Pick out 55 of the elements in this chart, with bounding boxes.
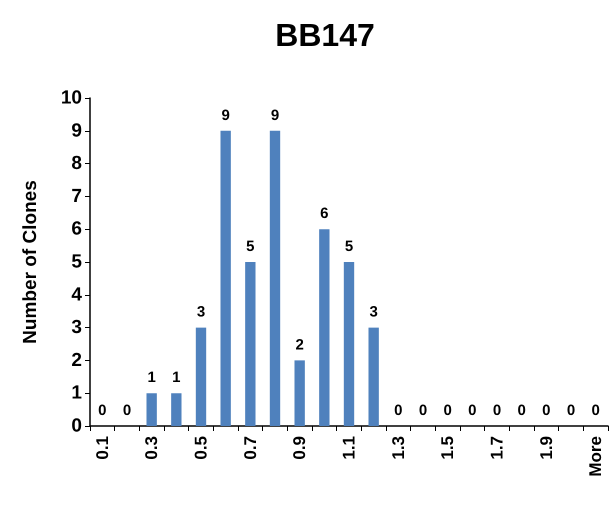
x-tick-label: 1.5	[438, 436, 458, 460]
bar	[319, 229, 330, 426]
y-tick-label: 2	[71, 350, 82, 371]
y-tick-label: 0	[71, 416, 82, 436]
bar	[245, 262, 256, 426]
y-axis-title: Number of Clones	[20, 180, 41, 344]
data-label: 0	[468, 402, 477, 419]
x-tick-label: 0.5	[192, 436, 210, 460]
data-label: 0	[492, 402, 502, 419]
data-label: 0	[394, 402, 403, 419]
x-tick-label: 1.1	[340, 436, 358, 460]
bar	[196, 328, 206, 426]
bar	[344, 262, 354, 426]
bar	[220, 130, 231, 426]
bar	[171, 393, 182, 426]
bar	[368, 328, 379, 426]
y-tick-label: 10	[60, 88, 82, 108]
x-tick-label: 1.9	[536, 436, 556, 460]
y-tick-label: 8	[71, 153, 82, 174]
data-label: 0	[591, 402, 600, 419]
data-label: 0	[98, 402, 107, 419]
chart-title: BB147	[275, 17, 375, 53]
x-tick-label: 0.7	[240, 436, 260, 460]
bar	[146, 393, 157, 426]
y-tick-label: 3	[71, 317, 82, 338]
data-label: 9	[270, 106, 280, 124]
y-tick-label: 4	[71, 284, 82, 306]
data-label: 0	[566, 402, 576, 419]
data-label: 1	[172, 369, 181, 386]
x-tick-label: 1.3	[388, 436, 408, 460]
x-tick-label: 0.9	[290, 436, 310, 460]
y-tick-label: 5	[71, 252, 82, 272]
data-label: 3	[369, 304, 378, 321]
y-tick-label: 7	[71, 186, 82, 207]
y-tick-label: 6	[71, 218, 82, 240]
x-tick-label: More	[586, 436, 606, 477]
x-tick-label: 0.1	[92, 436, 112, 460]
data-label: 0	[517, 402, 526, 419]
y-tick-label: 9	[71, 120, 82, 142]
bar	[270, 130, 280, 426]
data-label: 0	[542, 402, 551, 419]
bar	[294, 360, 305, 426]
x-tick-label: 1.7	[488, 436, 506, 460]
data-label: 0	[122, 402, 132, 419]
data-label: 5	[246, 238, 255, 255]
data-label: 1	[147, 369, 156, 386]
x-tick-label: 0.3	[142, 436, 162, 460]
data-label: 3	[196, 304, 206, 321]
data-label: 0	[418, 402, 428, 419]
data-label: 2	[295, 336, 304, 354]
data-label: 0	[443, 402, 452, 419]
data-label: 6	[320, 205, 329, 222]
data-label: 5	[344, 238, 354, 255]
y-tick-label: 1	[71, 382, 82, 404]
data-label: 9	[221, 106, 230, 124]
